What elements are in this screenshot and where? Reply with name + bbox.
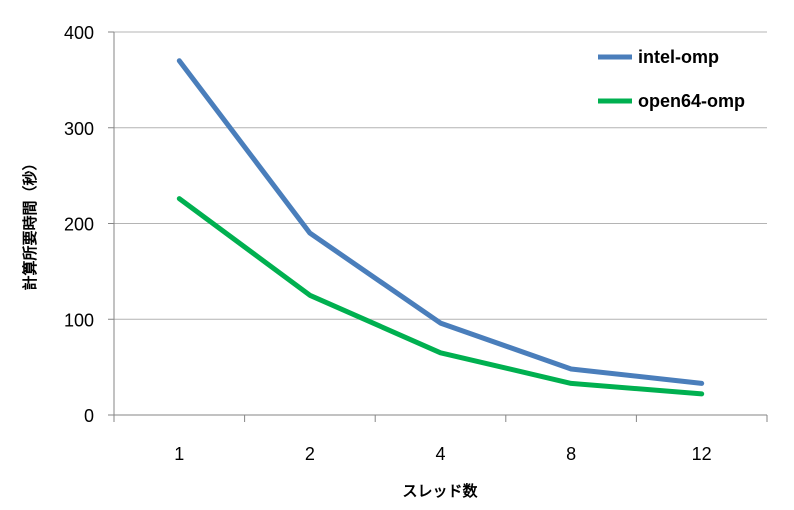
y-tick-label: 400 [64, 23, 94, 43]
legend-item: intel-omp [598, 47, 719, 67]
legend-label: open64-omp [638, 91, 745, 111]
gridlines [114, 31, 767, 416]
series-lines [176, 58, 705, 397]
legend: intel-omp open64-omp [598, 47, 745, 111]
legend-item: open64-omp [598, 91, 745, 111]
series-line-open64-omp [176, 196, 705, 397]
y-tick-label: 300 [64, 119, 94, 139]
y-tick-label: 200 [64, 215, 94, 235]
y-axis-ticks: 0 100 200 300 400 [64, 23, 115, 426]
y-axis-title: 計算所要時間（秒） [21, 155, 39, 290]
x-tick-label: 4 [435, 444, 445, 464]
legend-label: intel-omp [638, 47, 719, 67]
x-axis: 1 2 4 8 12 [113, 415, 768, 464]
x-axis-title: スレッド数 [402, 482, 478, 500]
y-tick-label: 0 [84, 406, 94, 426]
x-tick-label: 1 [174, 444, 184, 464]
x-tick-label: 8 [566, 444, 576, 464]
x-tick-label: 12 [692, 444, 712, 464]
series-line-intel-omp [176, 58, 705, 386]
x-tick-label: 2 [305, 444, 315, 464]
y-tick-label: 100 [64, 310, 94, 330]
